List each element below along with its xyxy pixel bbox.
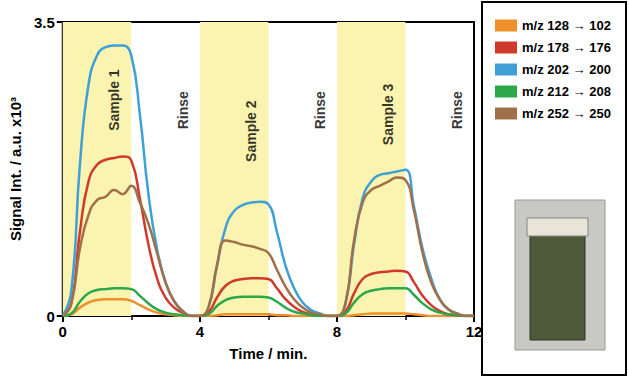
svg-text:Time / min.: Time / min. bbox=[229, 345, 307, 362]
svg-text:8: 8 bbox=[333, 323, 341, 340]
svg-text:m/z 212 → 208: m/z 212 → 208 bbox=[522, 84, 611, 99]
svg-text:0: 0 bbox=[59, 323, 67, 340]
svg-text:m/z 178 → 176: m/z 178 → 176 bbox=[522, 40, 611, 55]
svg-text:Rinse: Rinse bbox=[449, 91, 465, 129]
svg-text:Rinse: Rinse bbox=[175, 91, 191, 129]
svg-text:Sample 3: Sample 3 bbox=[380, 83, 396, 145]
svg-text:3.5: 3.5 bbox=[34, 14, 55, 31]
svg-text:12: 12 bbox=[466, 323, 483, 340]
svg-text:0: 0 bbox=[46, 308, 54, 325]
svg-text:Signal Int. / a.u. x10³: Signal Int. / a.u. x10³ bbox=[7, 97, 24, 241]
svg-text:4: 4 bbox=[196, 323, 205, 340]
svg-text:m/z 202 → 200: m/z 202 → 200 bbox=[522, 62, 611, 77]
svg-text:Rinse: Rinse bbox=[312, 91, 328, 129]
svg-text:Sample 1: Sample 1 bbox=[106, 69, 122, 131]
svg-text:Sample 2: Sample 2 bbox=[243, 100, 259, 162]
svg-text:m/z 128 → 102: m/z 128 → 102 bbox=[522, 18, 611, 33]
svg-text:m/z 252 → 250: m/z 252 → 250 bbox=[522, 106, 611, 121]
